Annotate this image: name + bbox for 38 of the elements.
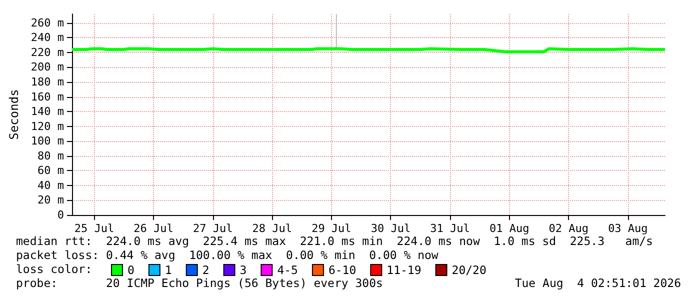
y-tick-label: 240 m — [30, 31, 64, 44]
legend-label: 6-10 — [328, 263, 356, 277]
y-tick-label: 200 m — [30, 60, 64, 74]
x-tick-label: 03 Aug — [608, 222, 648, 235]
x-tick-label: 26 Jul — [134, 222, 174, 235]
y-tick-label: 120 m — [30, 120, 64, 133]
x-tick-label: 28 Jul — [252, 222, 292, 235]
legend-label: 3 — [240, 263, 247, 277]
x-tick-label: 02 Aug — [548, 222, 589, 235]
legend-label: 2 — [202, 263, 210, 277]
legend-label: 20/20 — [452, 263, 486, 277]
y-tick-label: 20 m — [38, 194, 64, 207]
y-axis-title: Seconds — [7, 89, 21, 140]
x-tick-label: 27 Jul — [192, 222, 233, 235]
x-tick-label: 25 Jul — [74, 222, 114, 235]
legend-label: 11-19 — [386, 263, 422, 277]
y-tick-label: 60 m — [38, 164, 64, 178]
legend-label: 4-5 — [277, 263, 298, 277]
y-tick-label: 0 — [57, 208, 64, 222]
text: Tue Aug 4 02:51:01 2026 — [514, 276, 682, 290]
y-tick-label: 40 m — [38, 178, 64, 192]
y-tick-label: 180 m — [30, 75, 64, 88]
x-tick-label: 01 Aug — [489, 222, 530, 235]
text: probe: 20 ICMP Echo Pings (56 Bytes) every 300s — [16, 276, 383, 290]
legend-label: 0 — [128, 263, 134, 277]
text: packet loss: 0.44 % avg 100.00 % max 0.00 % min 0.00 % now — [16, 248, 438, 262]
y-tick-label: 140 m — [30, 105, 64, 118]
x-tick-label: 29 Jul — [312, 222, 352, 235]
legend-label: 1 — [164, 263, 172, 277]
x-tick-label: 30 Jul — [370, 222, 411, 235]
y-tick-label: 80 m — [38, 149, 64, 162]
y-tick-label: 260 m — [30, 16, 64, 30]
y-tick-label: 160 m — [30, 90, 64, 104]
legend-title: loss color: — [16, 262, 92, 276]
x-tick-label: 31 Jul — [430, 222, 470, 235]
y-tick-label: 220 m — [30, 46, 64, 59]
text: median rtt: 224.0 ms avg 225.4 ms max 221.0 ms min 224.0 ms now 1.0 ms sd 225.3 am/s — [16, 234, 653, 248]
y-tick-label: 100 m — [30, 134, 64, 148]
